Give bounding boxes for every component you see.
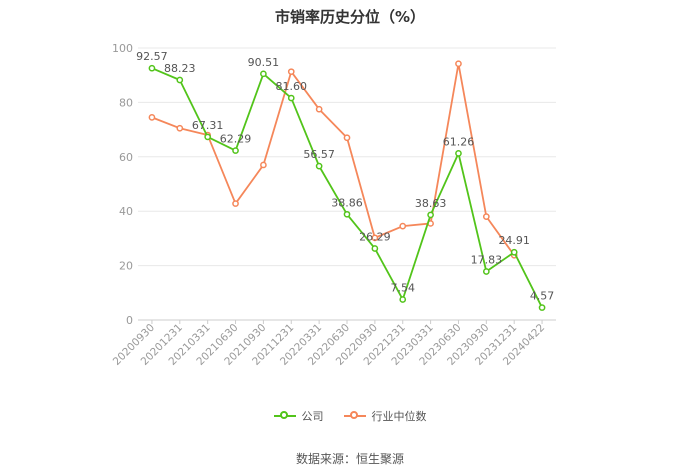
data-point-company bbox=[343, 210, 351, 218]
y-tick-label: 0 bbox=[126, 314, 133, 327]
data-point-company bbox=[455, 150, 462, 157]
source-note: 数据来源：恒生聚源 bbox=[295, 452, 404, 466]
data-point-industry-median bbox=[371, 234, 379, 242]
data-point-company bbox=[538, 304, 546, 311]
data-point-industry-median bbox=[482, 213, 490, 220]
chart-title: 市销率历史分位（%） bbox=[274, 8, 426, 26]
y-axis: 0 20 40 60 80 100 bbox=[112, 42, 133, 327]
data-point-industry-median bbox=[399, 222, 407, 230]
data-point-company bbox=[232, 147, 239, 154]
data-label: 24.91 bbox=[498, 234, 530, 247]
data-point-company bbox=[315, 162, 323, 170]
data-point-company bbox=[148, 64, 156, 72]
series-line-industry-median bbox=[151, 62, 515, 256]
data-point-company bbox=[287, 94, 295, 102]
data-point-company bbox=[482, 268, 490, 275]
data-point-company bbox=[371, 245, 379, 252]
data-point-industry-median bbox=[343, 134, 351, 142]
data-label: 62.29 bbox=[220, 133, 252, 146]
legend-swatch-industry-median bbox=[343, 410, 366, 422]
data-point-industry-median bbox=[287, 68, 295, 76]
legend-item-company[interactable]: 公司 bbox=[273, 408, 324, 424]
y-tick-label: 60 bbox=[119, 151, 133, 164]
data-label: 81.60 bbox=[276, 80, 308, 93]
data-point-company bbox=[260, 70, 267, 78]
data-point-company bbox=[510, 248, 518, 256]
data-label: 26.29 bbox=[359, 230, 391, 243]
data-point-company bbox=[176, 76, 184, 84]
data-label: 38.86 bbox=[331, 196, 363, 209]
legend-label-industry-median: 行业中位数 bbox=[371, 410, 427, 423]
data-label: 92.57 bbox=[136, 50, 168, 63]
data-label: 90.51 bbox=[248, 56, 280, 69]
data-label: 17.83 bbox=[471, 254, 503, 267]
data-label: 38.63 bbox=[415, 197, 447, 210]
y-tick-label: 20 bbox=[119, 260, 133, 273]
y-tick-label: 40 bbox=[119, 205, 133, 218]
data-label: 88.23 bbox=[164, 62, 196, 75]
legend-item-industry-median[interactable]: 行业中位数 bbox=[343, 408, 427, 424]
grid-lines bbox=[138, 47, 556, 267]
line-chart: 0 20 40 60 80 100 202009302020123120210331202… bbox=[111, 42, 556, 368]
data-point-industry-median bbox=[455, 60, 462, 68]
data-label: 61.26 bbox=[443, 135, 475, 148]
data-point-industry-median bbox=[232, 200, 239, 207]
data-point-company bbox=[399, 296, 407, 303]
legend: 公司 行业中位数 bbox=[0, 408, 700, 424]
data-label: 7.54 bbox=[390, 281, 415, 294]
data-label: 4.57 bbox=[530, 290, 555, 303]
x-axis: 2020093020201231202103312021063020210930… bbox=[111, 319, 556, 368]
y-tick-label: 80 bbox=[119, 96, 133, 109]
data-label: 67.31 bbox=[192, 119, 224, 132]
data-label: 56.57 bbox=[303, 148, 335, 161]
data-point-industry-median bbox=[315, 105, 323, 113]
data-point-industry-median bbox=[148, 114, 156, 121]
series-layer bbox=[148, 60, 546, 311]
legend-swatch-company bbox=[273, 410, 296, 422]
data-point-industry-median bbox=[260, 161, 267, 169]
y-tick-label: 100 bbox=[112, 42, 133, 55]
data-point-company bbox=[204, 133, 212, 141]
data-point-industry-median bbox=[176, 124, 184, 132]
legend-label-company: 公司 bbox=[301, 410, 324, 423]
data-point-company bbox=[427, 211, 434, 219]
